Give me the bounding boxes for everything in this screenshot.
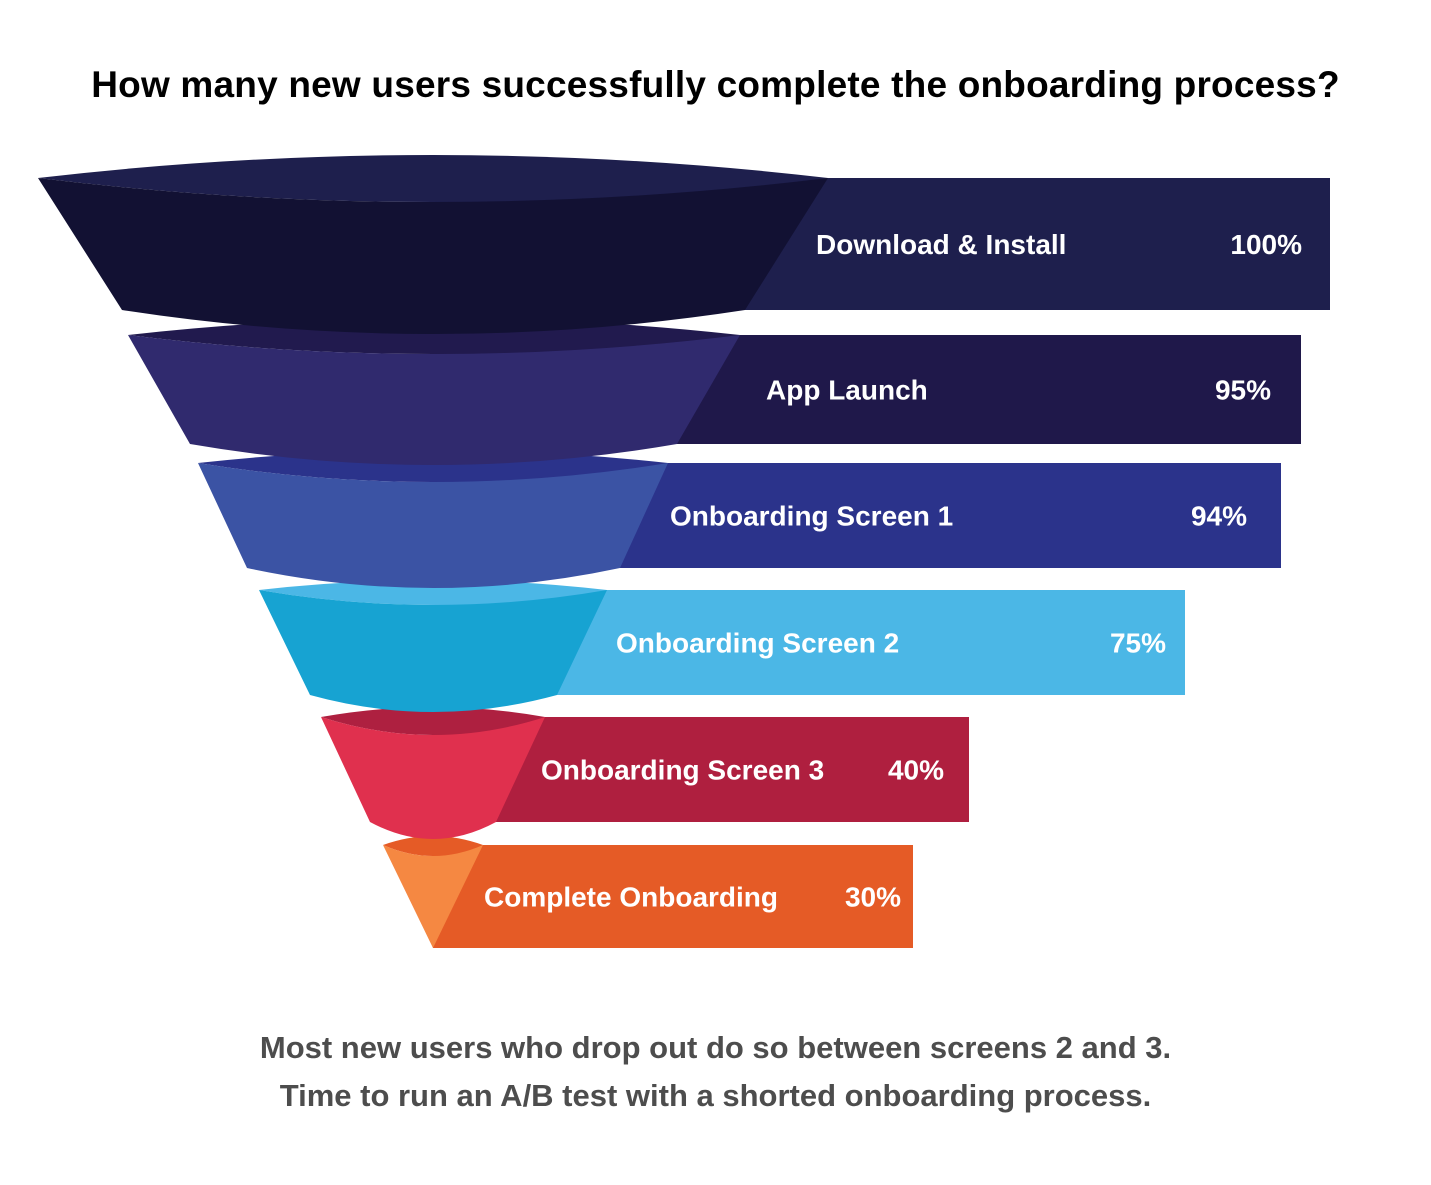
stage-label: Onboarding Screen 3 bbox=[541, 755, 824, 786]
funnel-segment-cap bbox=[321, 707, 545, 735]
funnel-segment-cap bbox=[259, 580, 607, 605]
stage-value-label: 100% bbox=[1230, 229, 1302, 260]
stage-label: Download & Install bbox=[816, 229, 1066, 260]
stage-value-label: 75% bbox=[1110, 628, 1166, 659]
stage-value-label: 30% bbox=[845, 882, 901, 913]
footer-line-1: Most new users who drop out do so betwee… bbox=[259, 1030, 1172, 1065]
stage-label: Onboarding Screen 2 bbox=[616, 628, 899, 659]
stage-value-label: 40% bbox=[888, 755, 944, 786]
funnel-segment bbox=[321, 717, 545, 839]
funnel-segment bbox=[198, 463, 668, 588]
stage-value-label: 95% bbox=[1215, 375, 1271, 406]
funnel-segment bbox=[128, 335, 740, 465]
funnel-segment bbox=[383, 845, 483, 948]
footer-line-2: Time to run an A/B test with a shorted o… bbox=[279, 1078, 1152, 1113]
stage-value-label: 94% bbox=[1191, 501, 1247, 532]
funnel-segment-cap bbox=[38, 155, 828, 202]
stage-label: App Launch bbox=[766, 375, 928, 406]
funnel-segment bbox=[259, 590, 607, 712]
chart-title: How many new users successfully complete… bbox=[91, 64, 1340, 105]
funnel-segment-cap bbox=[383, 836, 483, 856]
stage-label: Complete Onboarding bbox=[484, 882, 778, 913]
funnel-segment bbox=[38, 178, 828, 334]
funnel-bar bbox=[433, 845, 913, 948]
stage-label: Onboarding Screen 1 bbox=[670, 501, 953, 532]
